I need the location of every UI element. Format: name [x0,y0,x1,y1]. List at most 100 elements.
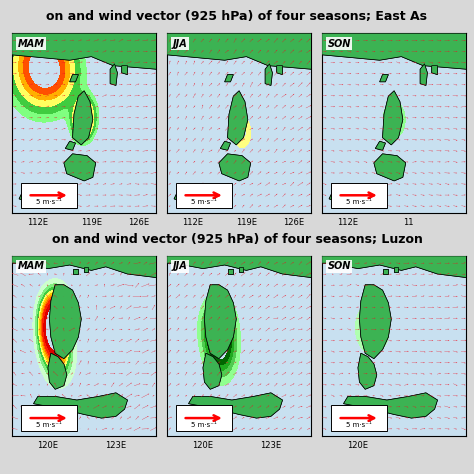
Text: 126E: 126E [128,219,150,227]
FancyBboxPatch shape [330,405,387,431]
Polygon shape [329,190,339,201]
Polygon shape [34,393,128,418]
Polygon shape [110,64,118,85]
Polygon shape [228,91,248,145]
Polygon shape [70,74,78,82]
Polygon shape [19,190,29,201]
Polygon shape [122,65,128,74]
Polygon shape [64,154,96,181]
Polygon shape [73,91,93,145]
Polygon shape [203,353,222,389]
Polygon shape [204,285,236,359]
Polygon shape [219,154,251,181]
Polygon shape [432,65,438,74]
Text: 5 m·s⁻¹: 5 m·s⁻¹ [346,199,372,205]
Polygon shape [239,267,244,272]
Polygon shape [19,190,29,201]
Polygon shape [322,256,466,278]
Polygon shape [49,285,81,359]
Text: 5 m·s⁻¹: 5 m·s⁻¹ [36,422,62,428]
Polygon shape [420,64,428,85]
Polygon shape [189,393,283,418]
Text: on and wind vector (925 hPa) of four seasons; Luzon: on and wind vector (925 hPa) of four sea… [52,233,422,246]
Polygon shape [277,65,283,74]
Polygon shape [34,393,128,418]
Polygon shape [12,256,156,278]
Text: 112E: 112E [182,219,203,227]
Text: 119E: 119E [81,219,102,227]
Text: 123E: 123E [105,441,127,450]
Polygon shape [322,33,466,69]
Polygon shape [322,256,466,278]
Polygon shape [220,141,230,150]
Text: 112E: 112E [27,219,48,227]
Polygon shape [84,267,89,272]
Polygon shape [174,190,184,201]
Polygon shape [65,141,75,150]
Polygon shape [12,33,156,69]
Polygon shape [167,256,311,278]
Polygon shape [167,33,311,69]
Text: on and wind vector (925 hPa) of four seasons; East As: on and wind vector (925 hPa) of four sea… [46,10,428,23]
Polygon shape [204,285,236,359]
FancyBboxPatch shape [175,405,232,431]
Polygon shape [225,74,233,82]
Polygon shape [167,33,311,69]
Polygon shape [220,141,230,150]
Polygon shape [277,65,283,74]
Text: SON: SON [328,38,351,48]
Polygon shape [359,285,391,359]
Polygon shape [265,64,273,85]
Text: 5 m·s⁻¹: 5 m·s⁻¹ [191,199,217,205]
Polygon shape [432,65,438,74]
Text: 123E: 123E [260,441,282,450]
Polygon shape [167,256,311,278]
Polygon shape [322,33,466,69]
Text: 119E: 119E [236,219,257,227]
Polygon shape [344,393,438,418]
FancyBboxPatch shape [330,182,387,208]
Polygon shape [374,154,406,181]
Polygon shape [122,65,128,74]
Polygon shape [225,74,233,82]
Polygon shape [219,154,251,181]
Text: 120E: 120E [192,441,213,450]
Polygon shape [174,190,184,201]
Polygon shape [73,91,93,145]
Polygon shape [84,267,89,272]
FancyBboxPatch shape [20,182,77,208]
Text: MAM: MAM [18,38,45,48]
Text: 126E: 126E [283,219,305,227]
Polygon shape [110,64,118,85]
Polygon shape [383,91,403,145]
Polygon shape [265,64,273,85]
Text: 120E: 120E [37,441,58,450]
Polygon shape [383,269,388,274]
Polygon shape [73,269,78,274]
Polygon shape [49,285,81,359]
Polygon shape [375,141,385,150]
Polygon shape [228,269,233,274]
Polygon shape [358,353,377,389]
Polygon shape [374,154,406,181]
Polygon shape [329,190,339,201]
FancyBboxPatch shape [20,405,77,431]
Polygon shape [48,353,67,389]
Polygon shape [70,74,78,82]
Text: MAM: MAM [18,261,45,271]
Polygon shape [394,267,399,272]
Polygon shape [383,91,403,145]
Polygon shape [65,141,75,150]
Polygon shape [48,353,67,389]
Polygon shape [380,74,388,82]
Polygon shape [358,353,377,389]
Text: 112E: 112E [337,219,358,227]
Text: JJA: JJA [173,38,187,48]
Text: JJA: JJA [173,261,187,271]
Text: 5 m·s⁻¹: 5 m·s⁻¹ [36,199,62,205]
Polygon shape [228,269,233,274]
FancyBboxPatch shape [175,182,232,208]
Polygon shape [228,91,248,145]
Polygon shape [375,141,385,150]
Polygon shape [359,285,391,359]
